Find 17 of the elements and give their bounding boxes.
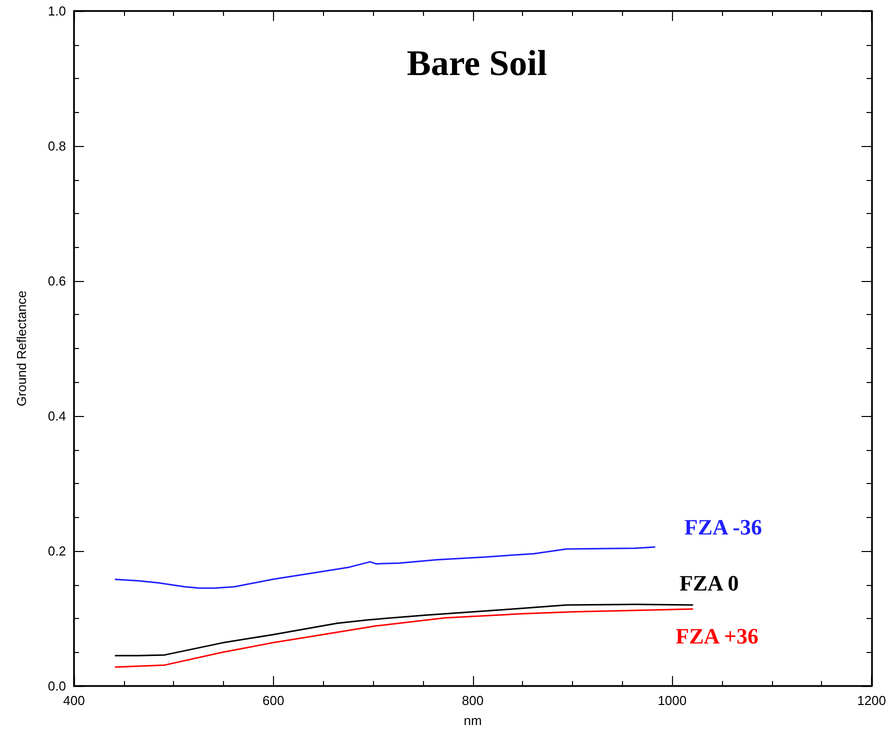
series-label: FZA +36 <box>676 624 759 649</box>
x-tick-label: 1000 <box>658 693 687 708</box>
y-tick-label: 1.0 <box>48 4 66 18</box>
y-tick-label: 0.8 <box>48 138 66 154</box>
x-tick-label: 1200 <box>857 693 886 708</box>
text: Bare Soil <box>406 43 548 83</box>
series-label: FZA 0 <box>679 570 739 596</box>
x-axis-title: nm <box>464 713 482 728</box>
x-tick-label: 400 <box>63 693 85 708</box>
y-tick-label: 0.2 <box>48 544 66 558</box>
y-tick-label: 0.0 <box>48 678 66 694</box>
y-tick-label: 0.4 <box>48 408 66 424</box>
y-tick-label: 0.6 <box>48 274 66 288</box>
y-axis-title: Ground Reflectance <box>14 290 29 406</box>
x-tick-label: 600 <box>262 693 284 708</box>
series-label: FZA -36 <box>684 514 762 540</box>
x-tick-label: 800 <box>462 693 484 708</box>
